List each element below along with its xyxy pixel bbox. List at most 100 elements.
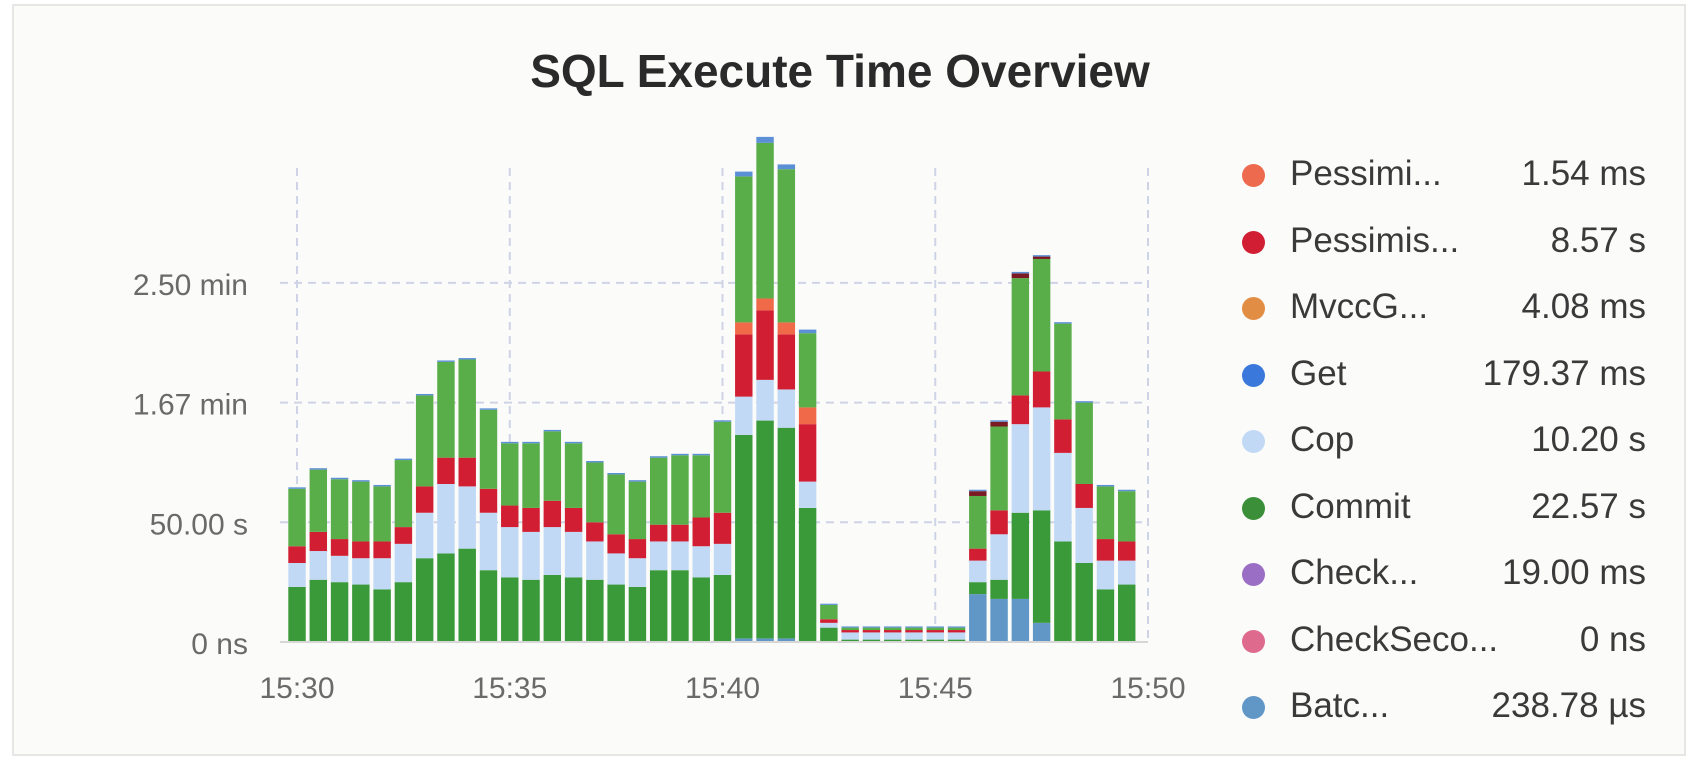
legend-name: MvccG... bbox=[1290, 287, 1429, 326]
bar-segment bbox=[692, 546, 710, 578]
legend-name: Commit bbox=[1290, 486, 1411, 526]
legend-item[interactable]: MvccG... 4.08 ms bbox=[1226, 281, 1646, 348]
bar-segment bbox=[692, 517, 710, 547]
bar-segment bbox=[990, 598, 1008, 642]
bar-segment bbox=[394, 543, 413, 583]
bar-segment bbox=[756, 142, 774, 299]
bar-segment bbox=[1011, 273, 1030, 279]
legend-item[interactable]: Cop 10.20 s bbox=[1226, 414, 1646, 481]
bar-segment bbox=[777, 164, 796, 170]
bar-segment bbox=[415, 512, 434, 559]
bar-segment bbox=[522, 507, 540, 532]
legend-value: 1.54 ms bbox=[1521, 154, 1647, 193]
legend-value: 22.57 s bbox=[1531, 486, 1646, 526]
bar-segment bbox=[735, 434, 753, 639]
bar-segment bbox=[713, 512, 732, 544]
y-tick-label: 2.50 min bbox=[133, 269, 248, 302]
legend-item[interactable]: Check... 19.00 ms bbox=[1226, 547, 1646, 614]
bar-segment bbox=[1011, 512, 1030, 599]
bar-segment bbox=[841, 626, 859, 628]
bar-segment bbox=[288, 488, 306, 547]
legend-item[interactable]: CheckSeco... 0 ns bbox=[1226, 614, 1646, 681]
bar-segment bbox=[735, 176, 753, 323]
bar-segment bbox=[777, 169, 796, 323]
legend-item[interactable]: Pessimis... 8.57 s bbox=[1226, 215, 1646, 282]
legend-dot-icon bbox=[1242, 230, 1265, 254]
bar-segment bbox=[671, 541, 689, 571]
legend-name: Get bbox=[1290, 353, 1347, 393]
bar-segment bbox=[947, 630, 966, 633]
bar-segment bbox=[309, 531, 328, 552]
legend-dot-icon bbox=[1242, 363, 1265, 387]
bar-segment bbox=[1032, 622, 1051, 642]
bar-segment bbox=[1032, 258, 1051, 372]
bar-segment bbox=[330, 477, 349, 480]
bar-segment bbox=[1011, 395, 1030, 425]
bar-segment bbox=[926, 632, 944, 640]
bar-segment bbox=[501, 527, 519, 578]
bar-segment bbox=[735, 334, 753, 397]
bar-segment bbox=[522, 579, 540, 642]
y-tick-label: 1.67 min bbox=[133, 389, 248, 422]
bar-segment bbox=[352, 480, 370, 482]
bar-segment bbox=[586, 541, 604, 580]
bar-segment bbox=[649, 457, 668, 525]
bar-segment bbox=[437, 361, 455, 458]
bar-segment bbox=[415, 486, 434, 513]
bar-segment bbox=[1096, 484, 1115, 487]
legend-name: CheckSeco... bbox=[1290, 619, 1499, 659]
bar-segment bbox=[586, 462, 604, 523]
bar-segment bbox=[330, 582, 349, 642]
bar-segment bbox=[735, 171, 753, 177]
bar-segment bbox=[501, 443, 519, 506]
bar-segment bbox=[501, 441, 519, 444]
bar-segment bbox=[1075, 507, 1093, 563]
bar-segment bbox=[309, 468, 328, 470]
bar-segment bbox=[373, 558, 391, 590]
bar-segment bbox=[1075, 563, 1093, 642]
bar-segment bbox=[628, 539, 647, 559]
legend-item[interactable]: Pessimi... 1.54 ms bbox=[1226, 148, 1646, 215]
bar-segment bbox=[607, 553, 625, 585]
bar-segment bbox=[607, 474, 625, 535]
bar-segment bbox=[1054, 322, 1072, 324]
bar-segment bbox=[288, 586, 306, 642]
bar-segment bbox=[1054, 452, 1072, 542]
bar-segment bbox=[1032, 256, 1051, 259]
bar-segment bbox=[777, 427, 796, 639]
bar-segment bbox=[820, 622, 838, 628]
bar-segment bbox=[841, 639, 859, 642]
bar-segment bbox=[820, 604, 838, 620]
bar-segment bbox=[798, 507, 817, 642]
bar-segment bbox=[628, 481, 647, 540]
bar-segment bbox=[713, 420, 732, 422]
bar-segment bbox=[820, 619, 838, 623]
bar-segment bbox=[777, 389, 796, 428]
bar-segment bbox=[671, 455, 689, 525]
bar-segment bbox=[1054, 419, 1072, 453]
bar-segment bbox=[990, 579, 1008, 599]
bar-segment bbox=[501, 505, 519, 528]
legend-item[interactable]: Get 179.37 ms bbox=[1226, 348, 1646, 415]
bar-segment bbox=[798, 481, 817, 508]
bar-segment bbox=[969, 495, 987, 549]
legend-item[interactable]: Commit 22.57 s bbox=[1226, 481, 1646, 548]
bar-segment bbox=[607, 534, 625, 554]
bar-segment bbox=[373, 541, 391, 559]
bar-segment bbox=[1118, 584, 1136, 642]
bar-segment bbox=[415, 558, 434, 642]
bar-segment bbox=[883, 639, 902, 642]
bar-segment bbox=[394, 582, 413, 642]
bar-segment bbox=[798, 329, 817, 334]
bar-segment bbox=[692, 455, 710, 518]
bar-segment bbox=[798, 333, 817, 408]
bar-segment bbox=[458, 457, 476, 487]
legend-item[interactable]: Batc... 238.78 µs bbox=[1226, 680, 1646, 747]
bar-segment bbox=[309, 579, 328, 642]
bar-segment bbox=[671, 570, 689, 642]
legend-dot-icon bbox=[1242, 164, 1265, 187]
bar-segment bbox=[969, 548, 987, 561]
bar-segment bbox=[373, 486, 391, 542]
bar-segment bbox=[501, 577, 519, 642]
bar-segment bbox=[458, 548, 476, 642]
